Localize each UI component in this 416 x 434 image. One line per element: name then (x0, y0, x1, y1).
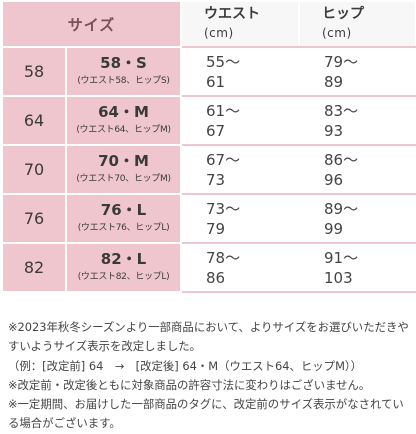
waist-min: 55〜 (206, 52, 241, 71)
header-hip-unit: (cm) (322, 26, 352, 40)
hip-min: 89〜 (324, 199, 359, 218)
hip-max: 89 (324, 72, 344, 91)
header-hip-label: ヒップ (322, 6, 364, 22)
hip-range: 89〜 99 (298, 193, 416, 244)
note-revision: ※2023年秋冬シーズンより一部商品において、よりサイズをお選びいただきやすいよ… (8, 320, 409, 354)
waist-min: 67〜 (206, 150, 241, 169)
size-chart-table: サイズ ウエスト (cm) ヒップ (cm) 58 58・S (ウエスト58、ヒ… (1, 0, 416, 293)
size-number: 76 (1, 193, 67, 244)
hip-range: 86〜 96 (298, 144, 416, 195)
size-label-cell: 82・L (ウエスト82、ヒップL) (65, 242, 182, 293)
header-waist-label: ウエスト (204, 6, 260, 22)
size-sublabel: (ウエスト58、ヒップS) (77, 75, 170, 86)
table-row: 58 58・S (ウエスト58、ヒップS) 55〜 61 79〜 89 (1, 46, 416, 97)
waist-max: 79 (206, 219, 226, 238)
hip-max: 99 (324, 219, 344, 238)
header-size: サイズ (1, 0, 182, 48)
waist-range: 55〜 61 (180, 46, 300, 97)
size-label: 58・S (100, 53, 147, 72)
size-number: 70 (1, 144, 67, 195)
hip-min: 86〜 (324, 150, 359, 169)
size-label-cell: 76・L (ウエスト76、ヒップL) (65, 193, 182, 244)
size-label-cell: 64・M (ウエスト64、ヒップM) (65, 95, 182, 146)
header-hip: ヒップ (cm) (298, 0, 416, 48)
header-waist: ウエスト (cm) (180, 0, 300, 48)
size-number: 58 (1, 46, 67, 97)
size-label: 76・L (100, 200, 147, 219)
waist-max: 86 (206, 268, 226, 287)
waist-max: 73 (206, 170, 226, 189)
header-waist-unit: (cm) (204, 26, 234, 40)
note-example: （例：[改定前] 64 → [改定後] 64・M（ウエスト64、ヒップM）） (8, 358, 362, 373)
table-header-row: サイズ ウエスト (cm) ヒップ (cm) (1, 0, 416, 48)
waist-range: 78〜 86 (180, 242, 300, 293)
note-tag: ※一定期間、お届けした一部商品のタグに、改定前のサイズ表示がなされている場合がご… (8, 397, 404, 431)
size-sublabel: (ウエスト76、ヒップL) (77, 222, 170, 233)
note-tolerance: ※改定前・改定後ともに対象商品の許容寸法に変わりはございません。 (8, 377, 371, 392)
hip-min: 91〜 (324, 248, 359, 267)
size-number: 82 (1, 242, 67, 293)
hip-max: 93 (324, 121, 344, 140)
waist-range: 61〜 67 (180, 95, 300, 146)
size-sublabel: (ウエスト82、ヒップL) (77, 271, 170, 282)
table-row: 70 70・M (ウエスト70、ヒップM) 67〜 73 86〜 96 (1, 144, 416, 195)
table-row: 64 64・M (ウエスト64、ヒップM) 61〜 67 83〜 93 (1, 95, 416, 146)
hip-range: 91〜 103 (298, 242, 416, 293)
table-row: 82 82・L (ウエスト82、ヒップL) 78〜 86 91〜 103 (1, 242, 416, 293)
size-sublabel: (ウエスト64、ヒップM) (76, 124, 171, 135)
size-label: 70・M (98, 151, 149, 170)
size-label-cell: 58・S (ウエスト58、ヒップS) (65, 46, 182, 97)
waist-range: 67〜 73 (180, 144, 300, 195)
hip-range: 83〜 93 (298, 95, 416, 146)
waist-range: 73〜 79 (180, 193, 300, 244)
waist-min: 78〜 (206, 248, 241, 267)
waist-min: 73〜 (206, 199, 241, 218)
waist-max: 61 (206, 72, 226, 91)
table-row: 76 76・L (ウエスト76、ヒップL) 73〜 79 89〜 99 (1, 193, 416, 244)
hip-range: 79〜 89 (298, 46, 416, 97)
size-label: 64・M (98, 102, 149, 121)
size-sublabel: (ウエスト70、ヒップM) (76, 173, 171, 184)
size-label-cell: 70・M (ウエスト70、ヒップM) (65, 144, 182, 195)
waist-min: 61〜 (206, 101, 241, 120)
waist-max: 67 (206, 121, 226, 140)
hip-min: 79〜 (324, 52, 359, 71)
size-notes: ※2023年秋冬シーズンより一部商品において、よりサイズをお選びいただきやすいよ… (8, 318, 412, 434)
hip-min: 83〜 (324, 101, 359, 120)
hip-max: 103 (324, 268, 353, 287)
hip-max: 96 (324, 170, 344, 189)
size-number: 64 (1, 95, 67, 146)
size-label: 82・L (100, 249, 147, 268)
